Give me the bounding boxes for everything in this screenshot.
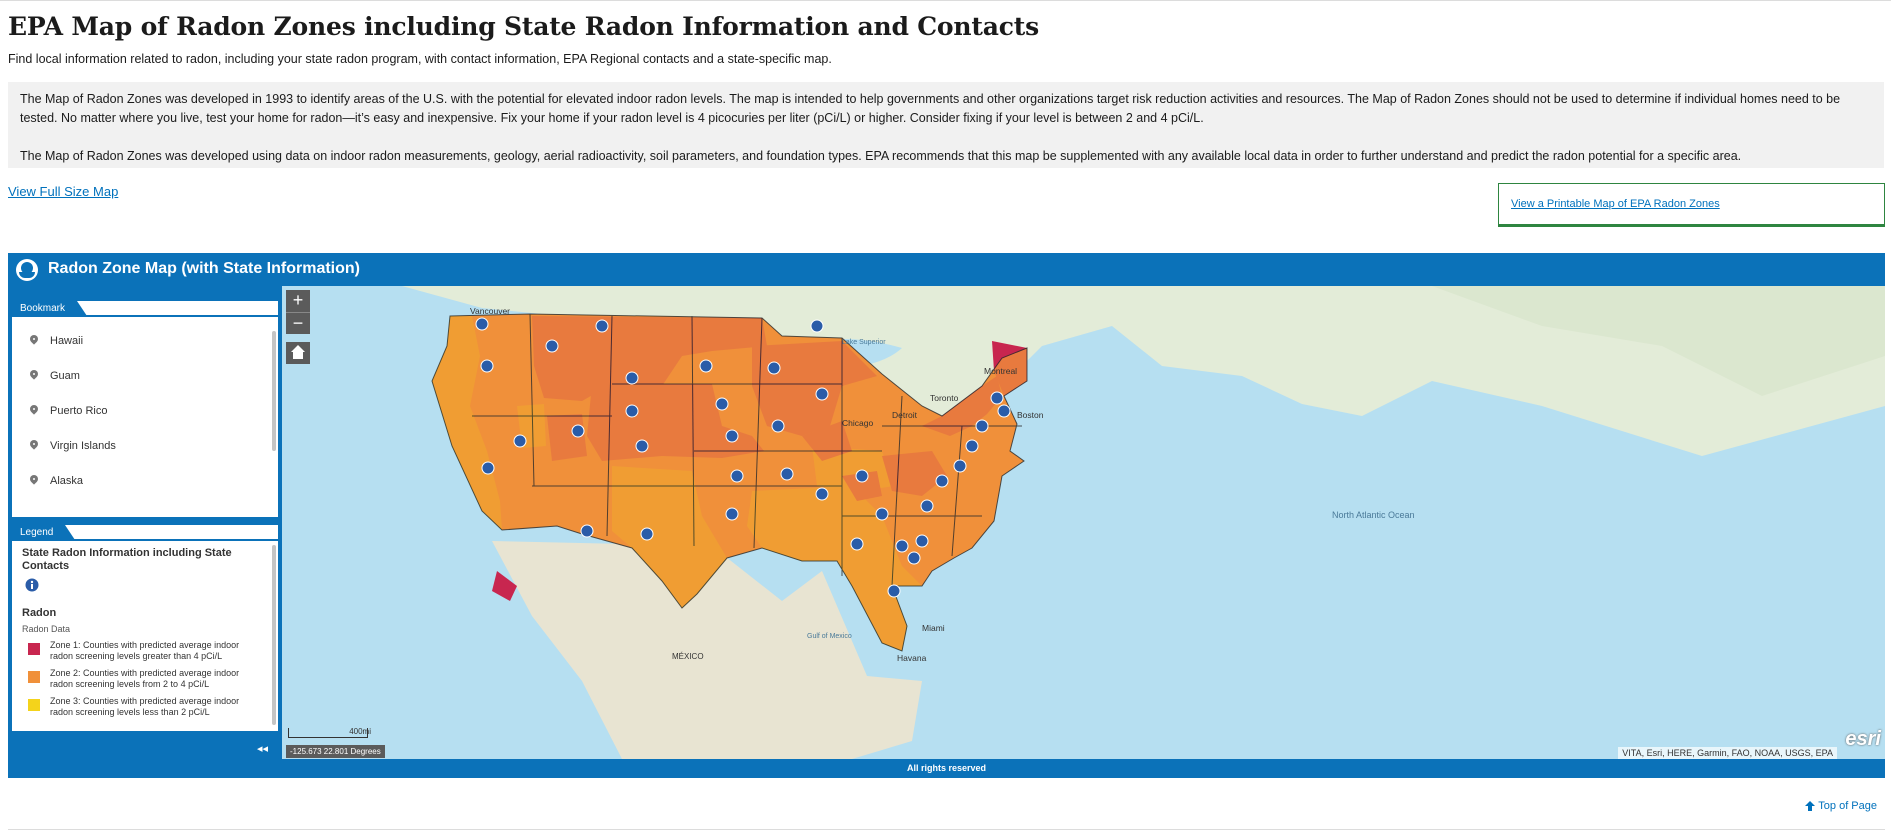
collapse-sidebar-icon[interactable]: ◂◂ (256, 743, 268, 755)
zone-3-label: Zone 3: Counties with predicted average … (50, 696, 240, 717)
legend-panel: Legend State Radon Information including… (11, 524, 279, 732)
bookmark-label: Alaska (50, 474, 84, 487)
tab-legend[interactable]: Legend (12, 525, 76, 540)
zone-3-swatch (28, 699, 40, 711)
label-chicago: Chicago (842, 418, 873, 428)
zoom-in-button[interactable]: + (286, 290, 310, 312)
location-pin-icon (30, 475, 38, 487)
map-app: Radon Zone Map (with State Information) … (8, 253, 1885, 778)
print-map-box: View a Printable Map of EPA Radon Zones (1498, 183, 1885, 227)
zone-2-label: Zone 2: Counties with predicted average … (50, 668, 240, 689)
label-detroit: Detroit (892, 410, 918, 420)
label-lake-superior: Lake Superior (842, 339, 886, 346)
info-marker-icon (24, 577, 40, 593)
label-mexico: MÉXICO (672, 652, 704, 661)
bookmark-label: Guam (50, 369, 80, 382)
tab-bookmark[interactable]: Bookmark (12, 301, 88, 316)
legend-layer-radon-sub: Radon Data (22, 624, 71, 634)
label-north-atlantic: North Atlantic Ocean (1332, 510, 1415, 520)
label-gulf-of-mexico: Gulf of Mexico (807, 633, 852, 640)
scale-bar: 400mi (288, 727, 371, 738)
legend-zone-3: Zone 3: Counties with predicted average … (22, 696, 262, 718)
radon-zone-map: Vancouver Montreal Toronto Boston North … (282, 286, 1885, 759)
label-toronto: Toronto (930, 393, 959, 403)
sidebar: Bookmark Hawaii Guam Puerto Rico Virgin … (8, 286, 282, 759)
bookmark-puerto-rico[interactable]: Puerto Rico (12, 393, 262, 428)
location-pin-icon (30, 370, 38, 382)
bookmark-guam[interactable]: Guam (12, 358, 262, 393)
zone-1-label: Zone 1: Counties with predicted average … (50, 640, 240, 661)
bookmark-label: Virgin Islands (50, 439, 116, 452)
tab-underline (12, 315, 278, 317)
view-full-map-link[interactable]: View Full Size Map (8, 184, 119, 199)
bookmark-scrollbar[interactable] (272, 331, 276, 451)
map-attribution: VITA, Esri, HERE, Garmin, FAO, NOAA, USG… (1618, 747, 1837, 759)
coordinate-readout: -125.673 22.801 Degrees (286, 745, 385, 758)
top-of-page-label: Top of Page (1818, 800, 1877, 812)
app-header: Radon Zone Map (with State Information) (8, 253, 1885, 286)
bookmark-virgin-islands[interactable]: Virgin Islands (12, 428, 262, 463)
bookmark-label: Puerto Rico (50, 404, 108, 417)
zoom-out-button[interactable]: − (286, 312, 310, 334)
state-info-markers (475, 317, 1011, 598)
bookmark-list: Hawaii Guam Puerto Rico Virgin Islands A… (12, 323, 262, 498)
legend-layer-radon: Radon (22, 607, 57, 619)
page-title: EPA Map of Radon Zones including State R… (8, 12, 1039, 41)
arrow-up-icon (1805, 801, 1816, 811)
label-havana: Havana (897, 653, 927, 663)
bookmark-hawaii[interactable]: Hawaii (12, 323, 262, 358)
label-vancouver: Vancouver (470, 306, 510, 316)
scale-label: 400mi (349, 727, 371, 736)
top-divider (0, 0, 1891, 1)
print-map-link[interactable]: View a Printable Map of EPA Radon Zones (1511, 198, 1720, 210)
home-icon[interactable] (286, 342, 310, 364)
app-title: Radon Zone Map (with State Information) (48, 260, 360, 277)
label-miami: Miami (922, 623, 945, 633)
radon-app-logo-icon (16, 259, 38, 281)
map-canvas[interactable]: Vancouver Montreal Toronto Boston North … (282, 286, 1885, 759)
zone-1-swatch (28, 643, 40, 655)
esri-logo: esri (1845, 728, 1881, 750)
page-subtitle: Find local information related to radon,… (8, 52, 832, 66)
info-paragraph-2: The Map of Radon Zones was developed usi… (20, 149, 1742, 163)
label-boston: Boston (1017, 410, 1044, 420)
app-footer: All rights reserved (906, 763, 987, 773)
location-pin-icon (30, 335, 38, 347)
legend-content: State Radon Information including State … (22, 547, 262, 718)
top-of-page-link[interactable]: Top of Page (1805, 800, 1877, 812)
legend-layer-state-info: State Radon Information including State … (22, 547, 232, 572)
tab-underline (12, 539, 278, 541)
legend-zone-2: Zone 2: Counties with predicted average … (22, 668, 262, 690)
legend-scrollbar[interactable] (272, 545, 276, 725)
bottom-divider (8, 829, 1885, 830)
location-pin-icon (30, 440, 38, 452)
info-box: The Map of Radon Zones was developed in … (8, 82, 1884, 168)
bookmark-panel: Bookmark Hawaii Guam Puerto Rico Virgin … (11, 300, 279, 518)
label-montreal: Montreal (984, 366, 1017, 376)
bookmark-label: Hawaii (50, 334, 84, 347)
zone-2-swatch (28, 671, 40, 683)
legend-zone-1: Zone 1: Counties with predicted average … (22, 640, 262, 662)
location-pin-icon (30, 405, 38, 417)
bookmark-alaska[interactable]: Alaska (12, 463, 262, 498)
info-paragraph-1: The Map of Radon Zones was developed in … (20, 92, 1841, 125)
